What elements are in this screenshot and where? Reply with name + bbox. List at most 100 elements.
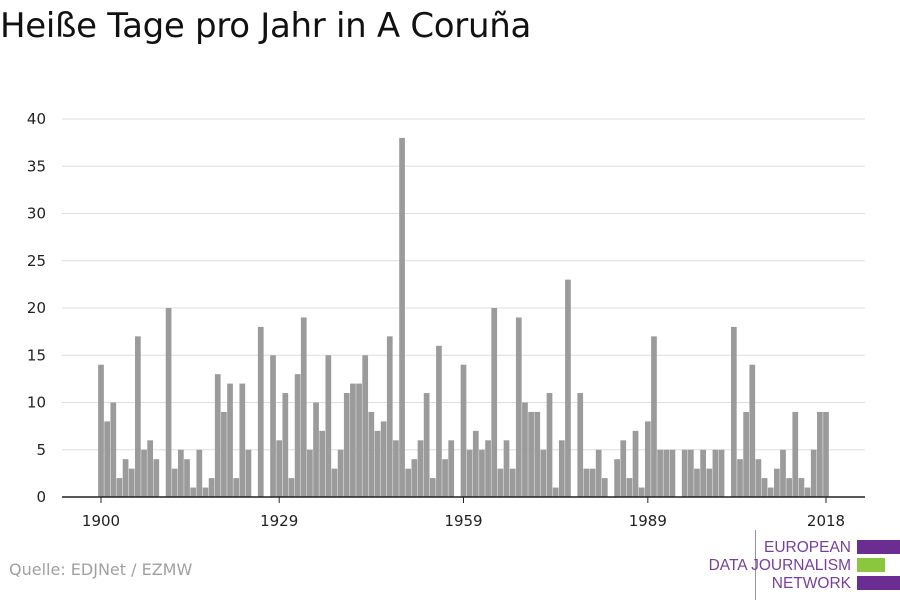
y-tick-label: 35	[27, 157, 46, 175]
bar-1976	[565, 279, 571, 497]
bar-1951	[411, 459, 418, 497]
bar-1922	[233, 478, 240, 497]
bar-1909	[153, 459, 160, 497]
y-axis-tick-labels: 0 5 10 15 20 25 30 35 40	[27, 110, 46, 506]
bar-1972	[540, 449, 547, 497]
y-tick-label: 15	[27, 346, 46, 364]
bar-1938	[331, 468, 338, 497]
bar-2006	[749, 364, 756, 497]
bar-1906	[135, 336, 141, 497]
y-tick-label: 25	[27, 252, 46, 270]
bar-1969	[522, 402, 528, 497]
bar-1989	[644, 421, 651, 497]
bar-2015	[804, 487, 811, 497]
bar-1979	[583, 468, 590, 497]
bar-2008	[761, 478, 768, 497]
y-tick-label: 40	[27, 110, 46, 128]
bar-1952	[417, 440, 424, 497]
bar-1913	[178, 449, 184, 497]
bar-2007	[755, 459, 762, 497]
y-tick-label: 30	[27, 205, 46, 223]
bar-1988	[638, 487, 645, 497]
bar-1929	[276, 440, 283, 497]
bar-1936	[319, 430, 326, 497]
bar-1961	[472, 430, 479, 497]
bar-1974	[552, 487, 559, 497]
bar-1970	[528, 411, 534, 497]
bar-1992	[663, 449, 670, 497]
bar-1923	[239, 383, 246, 497]
bar-2014	[798, 478, 805, 497]
y-tick-label: 0	[36, 488, 46, 506]
bar-1911	[165, 308, 172, 497]
bar-1980	[589, 468, 596, 497]
bar-1973	[546, 393, 553, 497]
bar-1905	[128, 468, 135, 497]
bar-1962	[479, 449, 485, 497]
bar-1991	[657, 449, 663, 497]
bar-1904	[122, 459, 129, 497]
bar-1926	[257, 326, 264, 497]
bar-2011	[780, 449, 786, 497]
x-tick-label: 1929	[260, 512, 298, 530]
bar-1937	[325, 355, 332, 497]
bar-1953	[423, 393, 430, 497]
bar-1987	[632, 430, 639, 497]
y-tick-label: 5	[36, 441, 46, 459]
bar-1921	[227, 383, 233, 497]
bar-2005	[743, 411, 749, 497]
bar-1941	[350, 383, 356, 497]
bar-2000	[712, 449, 719, 497]
bar-1916	[196, 449, 203, 497]
x-tick-label: 2018	[807, 512, 845, 530]
x-tick-label: 1989	[629, 512, 667, 530]
bar-2016	[810, 449, 817, 497]
bar-2003	[730, 326, 737, 497]
bar-1956	[442, 459, 448, 497]
bar-1940	[343, 393, 350, 497]
chart-title: Heiße Tage pro Jahr in A Coruña	[0, 6, 531, 46]
bars	[98, 137, 829, 497]
bar-1932	[294, 374, 301, 497]
bar-1934	[307, 449, 313, 497]
bar-2012	[786, 478, 792, 497]
bar-1919	[214, 374, 221, 497]
source-note: Quelle: EDJNet / EZMW	[9, 560, 193, 579]
x-tick-label: 1900	[82, 512, 120, 530]
y-tick-label: 10	[27, 394, 46, 412]
bar-1982	[601, 478, 608, 497]
bar-1963	[485, 440, 491, 497]
bar-1990	[651, 336, 657, 497]
logo-line-2: DATA JOURNALISM	[708, 557, 851, 574]
bar-1997	[694, 468, 700, 497]
bar-1933	[300, 317, 307, 497]
bar-1901	[104, 421, 111, 497]
bar-1918	[208, 478, 215, 497]
bar-1944	[368, 411, 375, 497]
bar-2004	[737, 459, 743, 497]
logo-divider	[755, 530, 756, 600]
bar-1981	[595, 449, 602, 497]
bar-1984	[614, 459, 620, 497]
bar-1914	[184, 459, 190, 497]
bar-1947	[386, 336, 393, 497]
bar-1930	[282, 393, 289, 497]
bar-1943	[362, 355, 369, 497]
bar-1971	[534, 411, 541, 497]
bar-1912	[171, 468, 178, 497]
bar-1907	[141, 449, 147, 497]
bar-1998	[700, 449, 706, 497]
bar-1931	[288, 478, 295, 497]
bar-1920	[221, 411, 227, 497]
logo-line-1: EUROPEAN	[764, 539, 851, 556]
bar-1995	[681, 449, 688, 497]
bar-1939	[337, 449, 344, 497]
bar-1978	[577, 393, 584, 497]
bar-1950	[405, 468, 412, 497]
bar-2017	[816, 411, 823, 497]
bar-1959	[460, 364, 467, 497]
bar-1945	[374, 430, 381, 497]
bar-1954	[429, 478, 436, 497]
bar-1949	[399, 137, 405, 497]
bar-1903	[116, 478, 123, 497]
